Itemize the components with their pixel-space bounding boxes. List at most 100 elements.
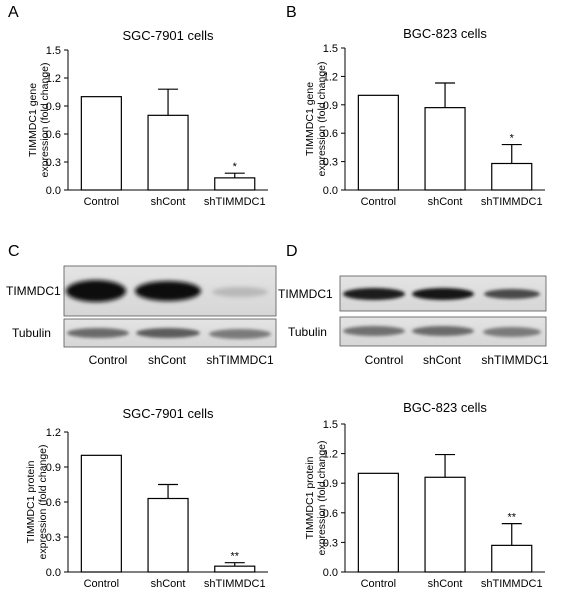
chart-c: SGC-7901 cells 0.0 0.3 0.6 0.9 1.2 TIMMDC1 pro… bbox=[25, 406, 268, 590]
blot-c-row-label-timmdc1: TIMMDC1 bbox=[6, 284, 61, 298]
chart-a-bar-2 bbox=[214, 177, 256, 191]
chart-b-ytick-label: 0.3 bbox=[323, 157, 338, 169]
chart-d-ytick-label: 0.9 bbox=[323, 478, 338, 490]
chart-a-ylabel: TIMMDC1 geneexpression (fold change) bbox=[27, 63, 51, 178]
chart-c-ylabel: TIMMDC1 proteinexpression (fold change) bbox=[25, 445, 49, 560]
chart-d-ylabel: TIMMDC1 proteinexpression (fold change) bbox=[304, 441, 328, 556]
chart-a-bar-0 bbox=[80, 96, 122, 191]
chart-c-bar-0 bbox=[80, 454, 122, 573]
blot-d-band-shcont bbox=[412, 288, 474, 300]
chart-c-bar-1 bbox=[147, 497, 189, 573]
chart-a: SGC-7901 cells 0.0 0.3 0.6 0.9 1.2 1.5 TIMMDC1 … bbox=[27, 28, 268, 208]
blot-d-tubulin-band-shcont bbox=[412, 326, 474, 336]
chart-c-ylabel-line: TIMMDC1 protein bbox=[25, 460, 37, 543]
chart-c-ytick-label: 0.3 bbox=[46, 532, 61, 544]
blot-c-band-control bbox=[66, 280, 126, 302]
chart-d-significance-2: ** bbox=[507, 512, 516, 524]
chart-d-ytick-label: 1.5 bbox=[323, 419, 338, 431]
chart-d-xtick-label-1: shCont bbox=[428, 578, 463, 590]
chart-d-ytick-label: 0.3 bbox=[323, 537, 338, 549]
blot-d-lane-control: Control bbox=[365, 353, 404, 367]
chart-d-bar-2 bbox=[491, 544, 533, 573]
blot-c-band-shtimmdc1 bbox=[212, 287, 268, 297]
chart-a-xtick-label-0: Control bbox=[84, 196, 119, 208]
chart-d-ytick-label: 0.0 bbox=[323, 567, 338, 579]
chart-c-significance-2: ** bbox=[230, 551, 239, 563]
chart-b-xtick-label-2: shTIMMDC1 bbox=[481, 196, 543, 208]
chart-d-bar-0 bbox=[357, 472, 399, 573]
blot-c-tubulin-band-control bbox=[67, 328, 129, 338]
chart-a-xtick-label-2: shTIMMDC1 bbox=[204, 196, 266, 208]
panel-label-d: D bbox=[286, 243, 298, 260]
blot-c-lane-shcont: shCont bbox=[148, 353, 187, 367]
chart-c-ytick-label: 1.2 bbox=[46, 427, 61, 439]
chart-c-xtick-label-1: shCont bbox=[151, 578, 186, 590]
chart-b-ylabel-line: expression (fold change) bbox=[316, 62, 328, 177]
blot-c-lane-shtimmdc1: shTIMMDC1 bbox=[206, 353, 274, 367]
chart-c-ytick-label: 0.0 bbox=[46, 567, 61, 579]
blot-c-tubulin-band-shcont bbox=[136, 328, 200, 338]
chart-b: BGC-823 cells 0.0 0.3 0.6 0.9 1.2 1.5 TIMMDC1 g… bbox=[304, 26, 545, 208]
blot-c-row-label-tubulin: Tubulin bbox=[12, 326, 51, 340]
chart-d-bar-1 bbox=[424, 476, 466, 573]
blot-d-tubulin-band-control bbox=[343, 326, 405, 336]
chart-a-significance-2: * bbox=[233, 161, 238, 173]
chart-b-significance-2: * bbox=[510, 133, 515, 145]
chart-b-ytick-label: 1.5 bbox=[323, 43, 338, 55]
panel-label-b: B bbox=[286, 4, 297, 21]
chart-d-ylabel-line: expression (fold change) bbox=[316, 441, 328, 556]
chart-b-ylabel: TIMMDC1 geneexpression (fold change) bbox=[304, 62, 328, 177]
chart-a-title: SGC-7901 cells bbox=[122, 28, 214, 43]
chart-c-title: SGC-7901 cells bbox=[122, 406, 214, 421]
chart-b-ytick-label: 1.2 bbox=[323, 71, 338, 83]
chart-b-ytick-label: 0.0 bbox=[323, 185, 338, 197]
chart-b-xtick-label-0: Control bbox=[361, 196, 396, 208]
panel-label-c: C bbox=[8, 243, 20, 260]
chart-b-ylabel-line: TIMMDC1 gene bbox=[304, 82, 316, 156]
blot-c: TIMMDC1 Tubulin Control shCont shTIMMDC1 bbox=[6, 265, 277, 367]
blot-d-band-control bbox=[343, 288, 405, 300]
chart-d-xtick-label-0: Control bbox=[361, 578, 396, 590]
panel-label-a: A bbox=[8, 4, 19, 21]
chart-c-ylabel-line: expression (fold change) bbox=[37, 445, 49, 560]
chart-a-ylabel-line: TIMMDC1 gene bbox=[27, 83, 39, 157]
chart-c-xtick-label-0: Control bbox=[84, 578, 119, 590]
blot-d-lane-shcont: shCont bbox=[423, 353, 462, 367]
charts-layer: SGC-7901 cells 0.0 0.3 0.6 0.9 1.2 1.5 TIMMDC1 … bbox=[25, 26, 545, 590]
blot-d-row-label-timmdc1: TIMMDC1 bbox=[278, 287, 333, 301]
chart-a-ytick-label: 1.5 bbox=[46, 45, 61, 57]
chart-d: BGC-823 cells 0.0 0.3 0.6 0.9 1.2 1.5 TIMMDC1 p… bbox=[304, 400, 545, 590]
chart-a-xtick-label-1: shCont bbox=[151, 196, 186, 208]
blot-d-lane-shtimmdc1: shTIMMDC1 bbox=[481, 353, 549, 367]
chart-b-title: BGC-823 cells bbox=[403, 26, 487, 41]
chart-c-xtick-label-2: shTIMMDC1 bbox=[204, 578, 266, 590]
chart-a-ytick-label: 1.2 bbox=[46, 73, 61, 85]
chart-b-bar-1 bbox=[424, 107, 466, 191]
blot-c-lane-control: Control bbox=[89, 353, 128, 367]
blot-c-tubulin-band-shtimmdc1 bbox=[209, 329, 271, 339]
blot-d-row-label-tubulin: Tubulin bbox=[288, 325, 327, 339]
chart-b-ytick-label: 0.6 bbox=[323, 128, 338, 140]
chart-b-bar-2 bbox=[491, 162, 533, 191]
chart-b-bar-0 bbox=[357, 94, 399, 191]
blot-d: TIMMDC1 Tubulin Control shCont shTIMMDC1 bbox=[278, 275, 549, 367]
chart-d-title: BGC-823 cells bbox=[403, 400, 487, 415]
blot-d-tubulin-band-shtimmdc1 bbox=[483, 327, 541, 337]
chart-d-ytick-label: 1.2 bbox=[323, 449, 338, 461]
chart-a-ytick-label: 0.9 bbox=[46, 101, 61, 113]
chart-c-bar-2 bbox=[214, 565, 256, 573]
chart-a-ytick-label: 0.6 bbox=[46, 129, 61, 141]
chart-a-bar-1 bbox=[147, 114, 189, 191]
blot-d-band-shtimmdc1 bbox=[484, 289, 540, 299]
chart-c-ytick-label: 0.6 bbox=[46, 497, 61, 509]
chart-a-ytick-label: 0.3 bbox=[46, 157, 61, 169]
chart-a-ytick-label: 0.0 bbox=[46, 185, 61, 197]
chart-b-xtick-label-1: shCont bbox=[428, 196, 463, 208]
chart-d-ylabel-line: TIMMDC1 protein bbox=[304, 456, 316, 539]
blot-c-band-shcont bbox=[135, 281, 201, 301]
chart-d-ytick-label: 0.6 bbox=[323, 508, 338, 520]
chart-a-ylabel-line: expression (fold change) bbox=[39, 63, 51, 178]
chart-b-ytick-label: 0.9 bbox=[323, 100, 338, 112]
chart-c-ytick-label: 0.9 bbox=[46, 462, 61, 474]
